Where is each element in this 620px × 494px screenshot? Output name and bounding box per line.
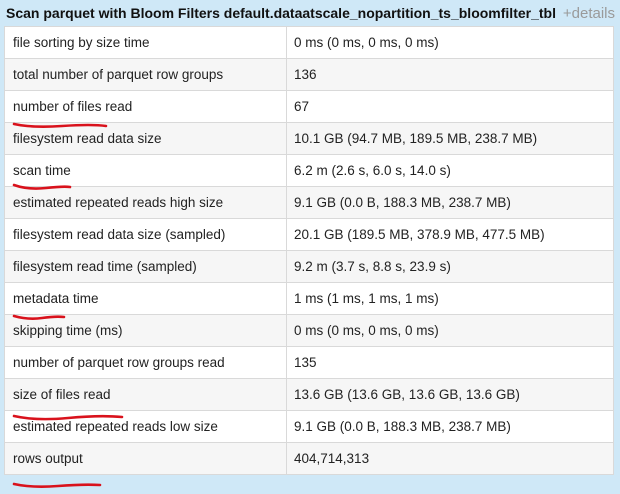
table-row: rows output 404,714,313 [4,442,614,475]
metric-value: 9.1 GB (0.0 B, 188.3 MB, 238.7 MB) [286,186,614,219]
metric-value: 135 [286,346,614,379]
metric-value: 0 ms (0 ms, 0 ms, 0 ms) [286,314,614,347]
metric-name: size of files read [4,378,287,411]
metric-name: skipping time (ms) [4,314,287,347]
table-row: number of files read 67 [4,90,614,123]
metric-value: 9.1 GB (0.0 B, 188.3 MB, 238.7 MB) [286,410,614,443]
metric-name: scan time [4,154,287,187]
table-row: file sorting by size time 0 ms (0 ms, 0 … [4,26,614,59]
metrics-table: file sorting by size time 0 ms (0 ms, 0 … [4,26,614,475]
metric-name: total number of parquet row groups [4,58,287,91]
table-row: scan time 6.2 m (2.6 s, 6.0 s, 14.0 s) [4,154,614,187]
metric-name: rows output [4,442,287,475]
metric-value: 1 ms (1 ms, 1 ms, 1 ms) [286,282,614,315]
metric-name: metadata time [4,282,287,315]
table-row: filesystem read data size 10.1 GB (94.7 … [4,122,614,155]
metric-name: number of files read [4,90,287,123]
metric-name: estimated repeated reads low size [4,410,287,443]
table-row: total number of parquet row groups 136 [4,58,614,91]
metric-value: 0 ms (0 ms, 0 ms, 0 ms) [286,26,614,59]
panel-header: Scan parquet with Bloom Filters default.… [0,0,620,26]
table-row: filesystem read time (sampled) 9.2 m (3.… [4,250,614,283]
table-row: size of files read 13.6 GB (13.6 GB, 13.… [4,378,614,411]
metric-value: 136 [286,58,614,91]
table-row: estimated repeated reads high size 9.1 G… [4,186,614,219]
table-row: number of parquet row groups read 135 [4,346,614,379]
metric-value: 404,714,313 [286,442,614,475]
panel-title: Scan parquet with Bloom Filters default.… [6,5,556,21]
red-underline-mark [12,482,102,488]
details-link[interactable]: +details [562,5,615,22]
metric-value: 9.2 m (3.7 s, 8.8 s, 23.9 s) [286,250,614,283]
metric-name: file sorting by size time [4,26,287,59]
table-row: estimated repeated reads low size 9.1 GB… [4,410,614,443]
metric-name: estimated repeated reads high size [4,186,287,219]
metric-value: 20.1 GB (189.5 MB, 378.9 MB, 477.5 MB) [286,218,614,251]
metric-name: number of parquet row groups read [4,346,287,379]
metric-value: 6.2 m (2.6 s, 6.0 s, 14.0 s) [286,154,614,187]
metric-value: 10.1 GB (94.7 MB, 189.5 MB, 238.7 MB) [286,122,614,155]
table-row: filesystem read data size (sampled) 20.1… [4,218,614,251]
metric-value: 13.6 GB (13.6 GB, 13.6 GB, 13.6 GB) [286,378,614,411]
table-row: skipping time (ms) 0 ms (0 ms, 0 ms, 0 m… [4,314,614,347]
metric-name: filesystem read data size (sampled) [4,218,287,251]
metric-name: filesystem read time (sampled) [4,250,287,283]
table-row: metadata time 1 ms (1 ms, 1 ms, 1 ms) [4,282,614,315]
metric-value: 67 [286,90,614,123]
metric-name: filesystem read data size [4,122,287,155]
